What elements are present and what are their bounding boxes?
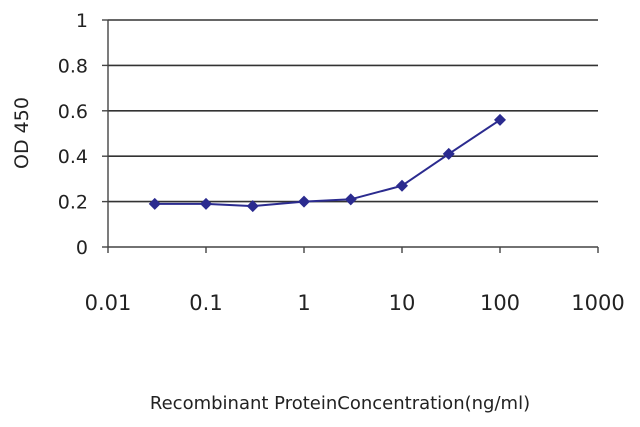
y-tick-label-0: 0 [76,237,88,259]
series-line-0 [154,119,501,208]
x-tick-label-1: 0.1 [189,291,222,315]
y-tick-label-1: 0.2 [58,192,88,214]
series-layer [148,113,506,213]
grid-layer [108,19,598,203]
data-point-0-5 [396,179,408,192]
x-tick-label-0: 0.01 [85,291,132,315]
data-point-0-0 [148,197,161,210]
data-point-0-4 [344,193,357,206]
x-tick-label-5: 1000 [571,291,624,315]
data-point-0-2 [246,200,259,213]
data-point-0-6 [442,147,455,160]
x-tick-label-3: 10 [389,291,416,315]
data-point-0-1 [200,197,212,210]
y-axis-title: OD 450 [11,97,33,169]
axes-layer [102,19,599,253]
y-tick-label-4: 0.8 [58,55,88,77]
data-point-0-3 [298,195,310,208]
ticks-layer: 0 0.2 0.4 0.6 0.8 1 0.01 0.1 1 10 100 1000 [58,10,625,315]
x-axis-title: Recombinant ProteinConcentration(ng/ml) [150,393,530,414]
y-tick-label-3: 0.6 [58,101,88,123]
y-tick-label-5: 1 [76,10,88,32]
x-tick-label-4: 100 [480,291,520,315]
x-tick-label-2: 1 [297,291,310,315]
y-tick-label-2: 0.4 [58,146,88,168]
data-point-0-7 [494,113,506,126]
